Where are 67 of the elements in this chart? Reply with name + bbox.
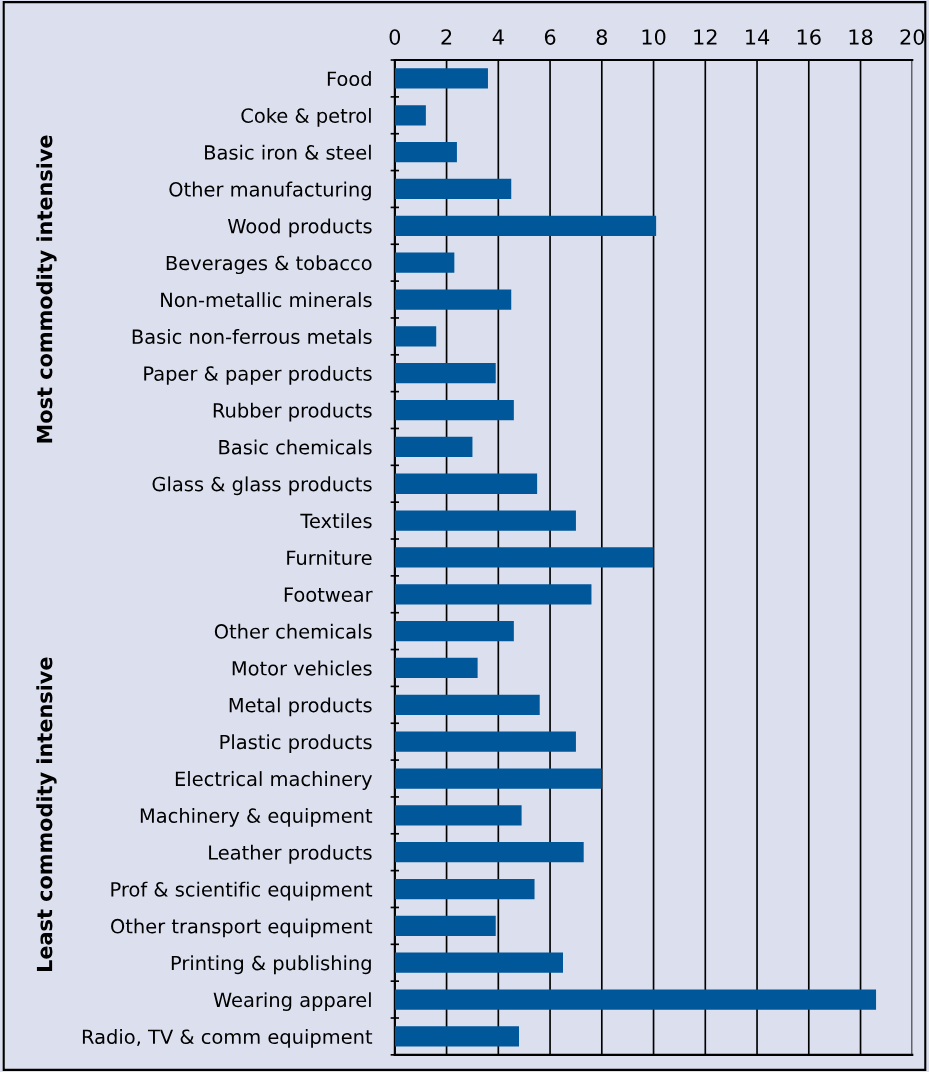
- text: Least commodity intensive: [36, 657, 57, 972]
- y-tick-label: Basic iron & steel: [205, 144, 371, 160]
- bar: [394, 878, 535, 900]
- y-tick-label: Footwear: [284, 587, 373, 602]
- y-tick-label: Metal products: [229, 697, 372, 717]
- y-tick-label: Furniture: [287, 550, 372, 566]
- bar: [394, 694, 540, 715]
- y-tick-label: Other chemicals: [214, 623, 372, 639]
- bar: [394, 510, 576, 531]
- y-tick-label: Plastic products: [220, 734, 372, 754]
- x-tick-label: 14: [746, 29, 770, 45]
- bar: [394, 915, 496, 937]
- bar: [394, 68, 488, 89]
- x-tick-label: 10: [642, 29, 666, 45]
- y-tick-label: Wood products: [227, 218, 372, 238]
- y-tick-label: Prof & scientific equipment: [111, 881, 373, 901]
- x-tick-label: 0: [389, 29, 401, 45]
- y-tick-label: Basic non-ferrous metals: [132, 328, 372, 345]
- x-tick-label: 12: [694, 29, 717, 45]
- bar: [394, 215, 657, 236]
- bar: [394, 657, 478, 679]
- x-tick-label: 16: [797, 29, 821, 45]
- y-tick-label: Other transport equipment: [111, 918, 373, 938]
- x-tick-label: 6: [544, 29, 556, 45]
- x-tick-label: 8: [596, 29, 608, 45]
- bar: [394, 621, 514, 642]
- y-tick-label: Radio, TV & comm equipment: [82, 1029, 373, 1048]
- x-tick-label: 4: [492, 29, 504, 45]
- y-tick-label: Basic chemicals: [219, 439, 372, 455]
- bar: [394, 584, 592, 605]
- bar: [394, 105, 426, 126]
- bar: [394, 399, 514, 421]
- bar: [394, 436, 473, 458]
- y-tick-label: Textiles: [300, 513, 372, 529]
- text: Most commodity intensive: [36, 135, 57, 443]
- bar: [394, 805, 522, 826]
- y-tick-label: Paper & paper products: [144, 365, 372, 385]
- bar: [394, 363, 496, 384]
- x-tick-label: 20: [900, 29, 925, 45]
- y-tick-label: Food: [327, 71, 371, 87]
- bar: [394, 473, 538, 494]
- y-tick-label: Electrical machinery: [175, 771, 373, 790]
- bar: [394, 731, 576, 752]
- y-tick-label: Wearing apparel: [213, 992, 371, 1012]
- bar: [394, 547, 654, 568]
- y-tick-label: Beverages & tobacco: [166, 255, 372, 275]
- bar: [394, 178, 512, 200]
- y-tick-label: Motor vehicles: [232, 660, 372, 676]
- y-tick-label: Leather products: [209, 844, 372, 864]
- y-tick-label: Glass & glass products: [152, 476, 372, 496]
- y-tick-label: Non-metallic minerals: [161, 292, 372, 308]
- y-tick-label: Rubber products: [213, 402, 372, 422]
- y-tick-label: Printing & publishing: [171, 955, 371, 975]
- x-tick-label: 18: [849, 29, 873, 45]
- y-tick-label: Coke & petrol: [241, 107, 371, 127]
- bar: [394, 842, 584, 863]
- bar: [394, 952, 563, 973]
- bar: [394, 1026, 520, 1047]
- x-tick-label: 2: [441, 29, 452, 45]
- bar: [394, 768, 602, 789]
- y-tick-label: Machinery & equipment: [140, 807, 373, 827]
- bar: [394, 142, 457, 163]
- bar: [394, 326, 437, 347]
- y-tick-label: Other manufacturing: [169, 181, 371, 201]
- bar: [394, 989, 877, 1010]
- bar: [394, 289, 512, 310]
- bar: [394, 252, 455, 273]
